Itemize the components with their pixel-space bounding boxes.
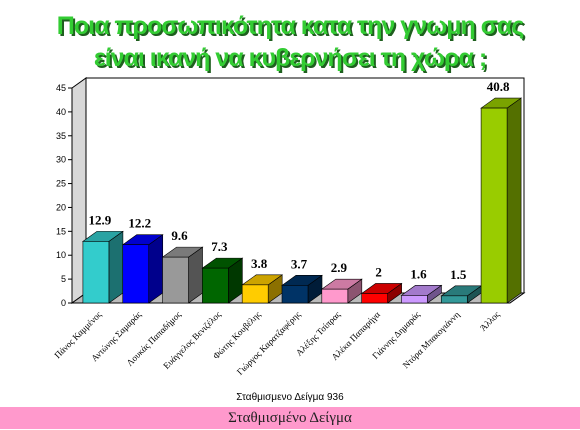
bar-side: [506, 97, 522, 304]
y-tick-label: 0: [61, 298, 66, 308]
value-label: 7.3: [211, 239, 228, 254]
bar: [122, 244, 150, 304]
bar: [401, 295, 428, 304]
bar: [162, 256, 189, 304]
footer-band: Σταθμισμένο Δείγμα: [0, 407, 580, 429]
value-label: 9.6: [171, 228, 188, 243]
bar: [480, 107, 508, 304]
bar: [361, 293, 388, 304]
title-line: Ποια προσωπικότητα κατα την γνωμη σας: [56, 12, 524, 40]
value-label: 3.8: [251, 256, 268, 271]
bar: [321, 288, 349, 304]
value-label: 12.9: [89, 212, 112, 227]
bar: [82, 241, 110, 304]
bar: [241, 284, 269, 304]
chart-note: Σταθμισμενο Δείγμα 936: [236, 391, 344, 403]
value-label: 12.2: [128, 216, 151, 231]
title-line: είναι ικανή να κυβερνήσει τη χώρα ;: [93, 44, 487, 72]
bar: [440, 295, 468, 304]
y-tick-label: 15: [56, 226, 66, 236]
y-tick-label: 20: [56, 202, 66, 212]
value-label: 2: [375, 264, 382, 279]
bar-side: [108, 230, 124, 304]
x-tick-label: Άλλος: [478, 309, 502, 333]
y-tick-label: 5: [61, 274, 66, 284]
bar-side: [148, 234, 164, 304]
value-label: 1.6: [410, 266, 427, 281]
y-tick-label: 25: [56, 179, 66, 189]
y-tick-label: 45: [56, 83, 66, 93]
bar: [281, 285, 309, 304]
chart-title: Ποια προσωπικότητα κατα την γνωμη σας εί…: [0, 10, 580, 74]
y-tick-label: 10: [56, 250, 66, 260]
y-tick-label: 30: [56, 155, 66, 165]
y-tick-label: 35: [56, 131, 66, 141]
value-label: 3.7: [291, 256, 308, 271]
value-label: 2.9: [331, 260, 348, 275]
value-label: 1.5: [450, 267, 467, 282]
bar: [202, 267, 229, 304]
value-label: 40.8: [487, 79, 510, 94]
y-tick-label: 40: [56, 107, 66, 117]
